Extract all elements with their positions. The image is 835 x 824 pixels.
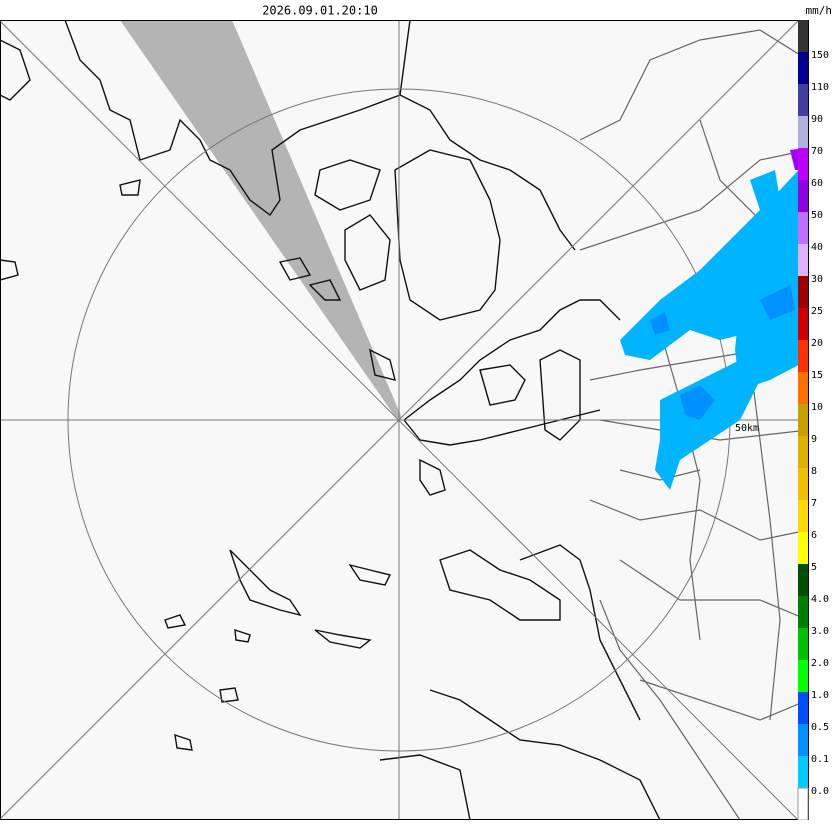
legend-label: 10 xyxy=(811,402,823,413)
legend-label: 6 xyxy=(811,530,817,541)
legend-label: 5 xyxy=(811,562,817,573)
legend-label: 8 xyxy=(811,466,817,477)
legend-swatch xyxy=(798,724,808,756)
legend-label: 110 xyxy=(811,82,829,93)
legend-swatch xyxy=(798,404,808,436)
legend-label: 9 xyxy=(811,434,817,445)
legend-label: 1.0 xyxy=(811,690,829,701)
legend-swatch xyxy=(798,340,808,372)
legend-label: 60 xyxy=(811,178,823,189)
legend-swatch xyxy=(798,308,808,340)
legend-swatch xyxy=(797,787,809,821)
legend-swatch xyxy=(798,180,808,212)
legend-label: 15 xyxy=(811,370,823,381)
legend-swatch xyxy=(798,20,808,52)
legend-label: 0.1 xyxy=(811,754,829,765)
map: 50km xyxy=(0,20,809,820)
legend-swatch xyxy=(798,660,808,692)
legend-label: 40 xyxy=(811,242,823,253)
legend-swatch xyxy=(798,276,808,308)
legend-swatch xyxy=(798,500,808,532)
timestamp: 2026.09.01.20:10 xyxy=(262,4,378,18)
legend-label: 0.5 xyxy=(811,722,829,733)
legend-swatch xyxy=(798,52,808,84)
legend-label: 20 xyxy=(811,338,823,349)
legend-label: 0.0 xyxy=(811,786,829,797)
legend-swatch xyxy=(798,596,808,628)
beam-blockage xyxy=(120,21,402,418)
legend-swatch xyxy=(798,372,808,404)
range-label: 50km xyxy=(735,423,759,434)
legend-swatch xyxy=(798,436,808,468)
legend-swatch xyxy=(798,564,808,596)
legend-swatch xyxy=(798,84,808,116)
legend-swatch xyxy=(798,628,808,660)
color-legend: 150 110 90 70 60 50 40 30 25 20 15 10 9 8 7 6 5 4.0 3.0 2.0… xyxy=(797,20,829,821)
legend-label: 30 xyxy=(811,274,823,285)
legend-swatch xyxy=(798,468,808,500)
legend-label: 50 xyxy=(811,210,823,221)
precipitation-heavy xyxy=(650,285,795,420)
legend-label: 4.0 xyxy=(811,594,829,605)
legend-swatch xyxy=(798,212,808,244)
legend-label: 7 xyxy=(811,498,817,509)
borders xyxy=(579,29,808,819)
legend-label: 3.0 xyxy=(811,626,829,637)
legend-swatch xyxy=(798,148,808,180)
precipitation xyxy=(620,160,808,490)
legend-swatch xyxy=(798,244,808,276)
coastline xyxy=(1,21,661,819)
legend-label: 25 xyxy=(811,306,823,317)
legend-label: 2.0 xyxy=(811,658,829,669)
unit-label: mm/h xyxy=(806,4,833,17)
legend-swatch xyxy=(798,532,808,564)
legend-label: 70 xyxy=(811,146,823,157)
legend-swatch xyxy=(798,756,808,788)
legend-swatch xyxy=(798,116,808,148)
legend-label: 90 xyxy=(811,114,823,125)
legend-swatch xyxy=(798,692,808,724)
legend-label: 150 xyxy=(811,50,829,61)
